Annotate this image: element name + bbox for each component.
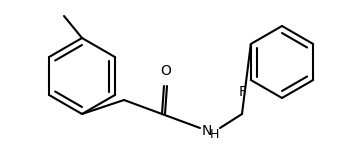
Text: H: H bbox=[210, 128, 219, 142]
Text: O: O bbox=[160, 64, 171, 78]
Text: F: F bbox=[239, 85, 247, 99]
Text: N: N bbox=[202, 124, 212, 138]
